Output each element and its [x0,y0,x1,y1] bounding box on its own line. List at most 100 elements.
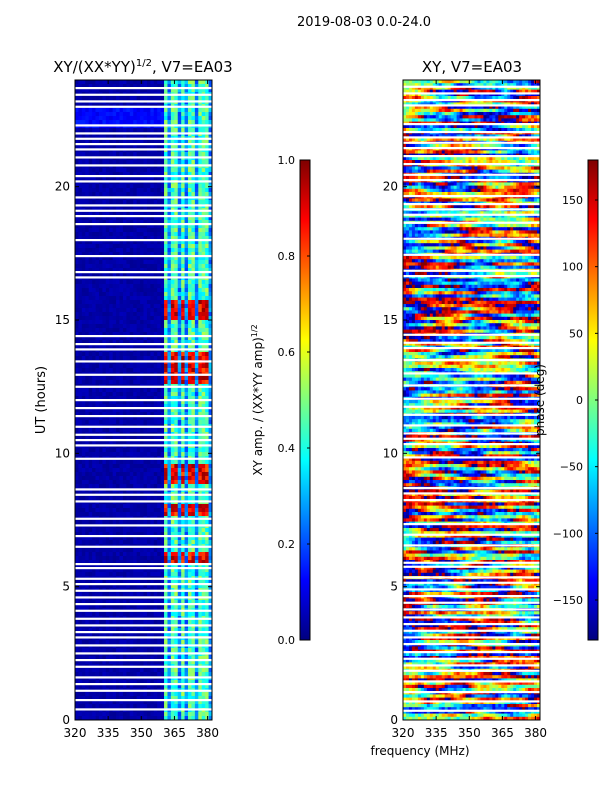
amp-cell [143,256,148,261]
amp-cell [160,528,165,533]
amp-cell [116,512,120,517]
amp-cell [112,568,117,573]
amp-cell [205,328,209,333]
amp-cell [198,388,203,393]
amp-cell [126,188,131,193]
amp-cell [112,560,117,565]
amp-cell [85,308,90,313]
amp-cell [157,336,162,341]
amp-cell [153,412,158,417]
amp-cell [122,368,127,373]
amp-cell [136,548,141,553]
amp-cell [184,120,189,125]
amp-cell [78,556,83,561]
amp-cell [133,304,138,309]
amp-cell [174,236,179,241]
amp-cell [201,564,206,569]
amp-cell [122,268,127,273]
amp-cell [201,288,206,293]
amp-cell [164,356,168,361]
amp-cell [160,436,165,441]
amp-cell [184,188,189,193]
amp-cell [181,556,185,561]
amp-cell [157,332,162,337]
amp-cell [122,176,127,181]
amp-cell [164,84,168,89]
amp-cell [129,368,134,373]
amp-cell [78,528,83,533]
amp-cell [88,168,93,173]
amp-cell [143,460,148,465]
amp-cell [181,504,185,509]
amp-cell [191,168,196,173]
amp-cell [160,116,165,121]
amp-cell [146,292,151,297]
amp-cell [133,520,138,525]
amp-cell [205,420,209,425]
amp-cell [140,376,144,381]
amp-cell [188,172,192,177]
amp-cell [201,308,206,313]
amp-cell [88,388,93,393]
amp-cell [136,396,141,401]
amp-cell [98,144,103,149]
amp-cell [129,340,134,345]
amp-cell [167,116,172,121]
amp-cell [205,436,209,441]
amp-cell [136,532,141,537]
amp-cell [191,440,196,445]
amp-cell [205,512,209,517]
amp-cell [157,324,162,329]
amp-cell [136,540,141,545]
amp-cell [170,440,175,445]
amp-cell [126,324,131,329]
amp-cell [170,184,175,189]
amp-cell [126,220,131,225]
amp-cell [181,548,185,553]
amp-cell [198,396,203,401]
amp-cell [181,144,185,149]
amp-cell [81,512,86,517]
amp-cell [116,212,120,217]
amp-cell [150,112,155,117]
amp-cell [177,536,182,541]
amp-cell [177,464,182,469]
amp-cell [184,568,189,573]
amp-cell [140,212,144,217]
amp-cell [129,184,134,189]
amp-cell [170,400,175,405]
amp-cell [129,192,134,197]
amp-cell [167,388,172,393]
amp-cell [146,240,151,245]
amp-cell [102,152,107,157]
amp-cell [160,540,165,545]
amp-cell [181,200,185,205]
amp-cell [140,420,144,425]
amp-cell [126,408,131,413]
amp-cell [126,272,131,277]
amp-cell [205,240,209,245]
amp-cell [129,152,134,157]
amp-cell [194,436,199,441]
amp-cell [191,216,196,221]
amp-cell [78,268,83,273]
amp-cell [170,532,175,537]
amp-cell [143,560,148,565]
amp-cell [143,112,148,117]
amp-cell [116,88,120,93]
amp-cell [150,448,155,453]
amp-cell [129,512,134,517]
amp-cell [102,476,107,481]
amp-cell [174,192,179,197]
amp-cell [133,528,138,533]
amp-cell [146,288,151,293]
amp-cell [164,292,168,297]
amp-cell [140,312,144,317]
amp-cell [205,256,209,261]
amp-cell [177,116,182,121]
amp-cell [146,476,151,481]
amp-cell [133,344,138,349]
amp-cell [177,212,182,217]
amp-cell [119,388,124,393]
amp-cell [170,448,175,453]
